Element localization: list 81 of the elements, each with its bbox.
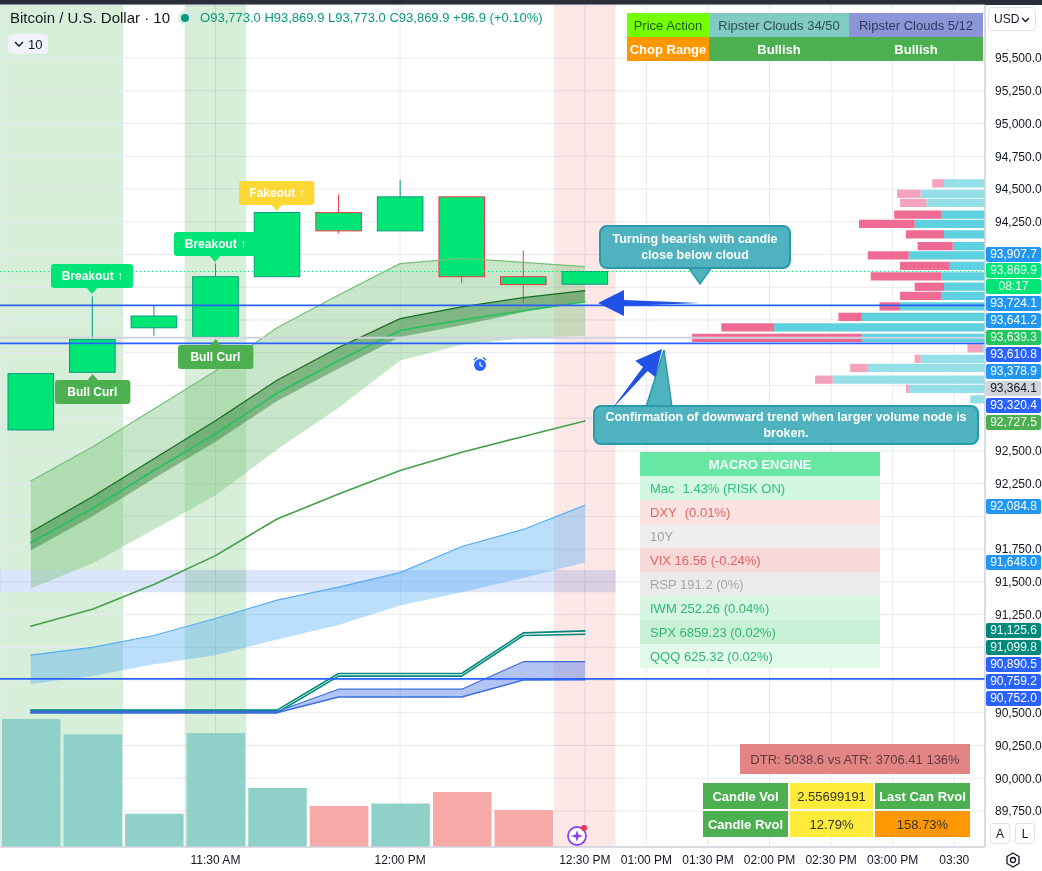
text: 91,125.6 [990,623,1037,637]
button: L [1015,823,1035,844]
y-tick-label: 91,250.0 [995,607,1042,622]
annotation: 10Y [650,528,674,544]
x-tick-label: 01:30 PM [682,852,734,867]
dropdown: 10 [8,34,49,54]
y-tick-label: 91,500.0 [995,575,1042,590]
x-tick-label: 12:30 PM [559,852,611,867]
text: 93,320.4 [990,398,1037,412]
annotation: Price Action [633,17,703,33]
annotation: Breakout ↑ [61,268,124,285]
text: 93,364.1 [990,381,1037,395]
text: 90,759.2 [990,674,1037,688]
annotation: SPX 6859.23 (0.02%) [650,624,776,640]
annotation: VIX 16.56 (-0.24%) [650,552,761,568]
annotation: Breakout ↑ [184,235,247,252]
annotation: Bull Curl [67,384,118,401]
y-tick-label: 95,500.0 [995,51,1042,66]
annotation: 158.73% [896,816,949,832]
y-tick-label: 95,250.0 [995,84,1042,99]
annotation: Mac [650,480,675,496]
annotation: 12.79% [809,816,854,832]
annotation: Chop Range [629,41,707,57]
info-box: DTR: 5038.6 vs ATR: 3706.41 136% [740,744,970,774]
annotation: RSP 191.2 (0%) [650,576,744,592]
annotation: Fakeout ↑ [249,184,305,201]
y-tick-label: 90,500.0 [995,706,1042,721]
text: 93,907.7 [990,247,1037,261]
x-tick-label: 03:00 PM [866,852,919,867]
text: 93,639.3 [990,330,1037,344]
text: 93,869.9 [990,263,1037,277]
y-tick-label: 90,250.0 [995,738,1042,753]
x-tick-label: 12:00 PM [374,852,426,867]
y-tick-label: 94,250.0 [995,214,1042,229]
x-tick-label: 03:30 [939,852,970,867]
text: 93,378.9 [990,364,1037,378]
annotation: 10 [28,36,43,52]
dropdown: USD [988,7,1036,31]
annotation: Confirmation of downward trend when larger volume node is broken. [604,409,968,441]
annotation: Candle Vol [712,788,779,804]
annotation: Last Can Rvol [879,788,966,804]
annotation: QQQ 625.32 (0.02%) [650,648,773,664]
text: 08:17 [998,279,1029,293]
text: 90,752.0 [990,691,1037,705]
text: 92,727.5 [990,415,1037,429]
annotation: MACRO ENGINE [708,456,812,472]
annotation: O93,773.0 H93,869.9 L93,773.0 C93,869.9 +96.9 (+0.10%) [200,10,543,25]
annotation: 1.43% (RISK ON) [682,480,786,496]
text: 90,890.5 [990,657,1037,671]
annotation: 2.55699191 [797,788,866,804]
text: 91,099.8 [990,640,1037,654]
annotation: Bullish [757,41,801,57]
text: 92,084.8 [990,499,1037,513]
annotation: Candle Rvol [707,816,784,832]
annotation: Turning bearish with candle close below cloud [611,231,779,263]
button: A [990,823,1010,844]
y-tick-label: 95,000.0 [995,116,1042,131]
text: 93,610.8 [990,347,1037,361]
annotation: Bull Curl [190,348,241,365]
annotation: Ripster Clouds 34/50 [718,17,840,33]
y-tick-label: 90,000.0 [995,771,1042,786]
y-tick-label: 91,750.0 [995,542,1042,557]
annotation: Bullish [894,41,938,57]
annotation: Ripster Clouds 5/12 [858,17,974,33]
text: 93,724.1 [990,296,1037,310]
x-tick-label: 02:30 PM [805,852,857,867]
y-tick-label: 92,500.0 [995,444,1042,459]
y-tick-label: 94,500.0 [995,182,1042,197]
text: 91,648.0 [990,555,1037,569]
annotation: IWM 252.26 (0.04%) [650,600,770,616]
annotation: DTR: 5038.6 vs ATR: 3706.41 136% [750,751,960,767]
text: 93,641.2 [990,313,1037,327]
x-tick-label: 11:30 AM [190,852,241,867]
x-tick-label: 01:00 PM [620,852,673,867]
y-tick-label: 92,250.0 [995,476,1042,491]
y-tick-label: 94,750.0 [995,149,1042,164]
annotation: (0.01%) [684,504,731,520]
annotation: DXY [650,504,677,520]
chart-title: Bitcoin / U.S. Dollar · 10 [10,9,171,26]
y-tick-label: 89,750.0 [995,804,1042,819]
x-tick-label: 02:00 PM [743,852,796,867]
